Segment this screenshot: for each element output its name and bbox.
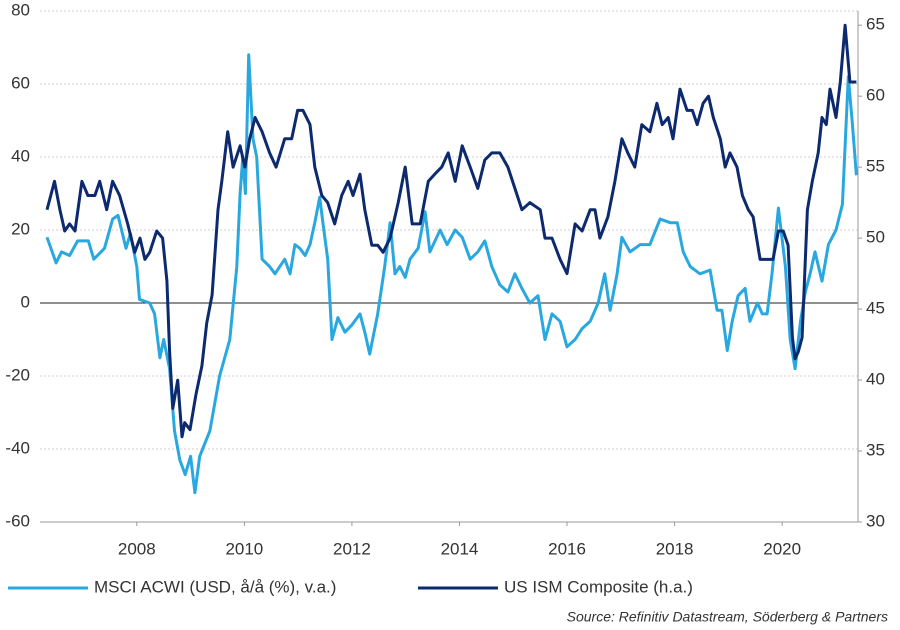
y-tick-label: 80: [11, 0, 30, 19]
series-line: [45, 53, 858, 495]
y-tick-label: -60: [5, 511, 30, 530]
x-tick-label: 2016: [548, 539, 586, 558]
x-tick-label: 2012: [333, 539, 371, 558]
source-note: Source: Refinitiv Datastream, Söderberg …: [567, 609, 888, 625]
x-tick-label: 2008: [118, 539, 156, 558]
legend-label: US ISM Composite (h.a.): [504, 577, 693, 596]
x-tick-label: 2018: [656, 539, 694, 558]
x-tick-label: 2014: [441, 539, 479, 558]
y-tick-label: 40: [11, 146, 30, 165]
y-tick-label: -20: [5, 365, 30, 384]
x-tick-label: 2010: [225, 539, 263, 558]
y2-tick-label: 50: [866, 228, 885, 247]
y2-tick-label: 65: [866, 15, 885, 34]
y2-tick-label: 35: [866, 441, 885, 460]
y2-tick-label: 45: [866, 299, 885, 318]
y2-tick-label: 40: [866, 370, 885, 389]
y2-tick-label: 55: [866, 157, 885, 176]
legend-label: MSCI ACWI (USD, å/å (%), v.a.): [94, 577, 336, 596]
y-tick-label: 60: [11, 73, 30, 92]
y-tick-label: 0: [21, 292, 30, 311]
y-tick-label: -40: [5, 438, 30, 457]
y2-tick-label: 60: [866, 86, 885, 105]
x-tick-label: 2020: [763, 539, 801, 558]
y-tick-label: 20: [11, 219, 30, 238]
series-line: [45, 23, 857, 439]
y2-tick-label: 30: [866, 511, 885, 530]
